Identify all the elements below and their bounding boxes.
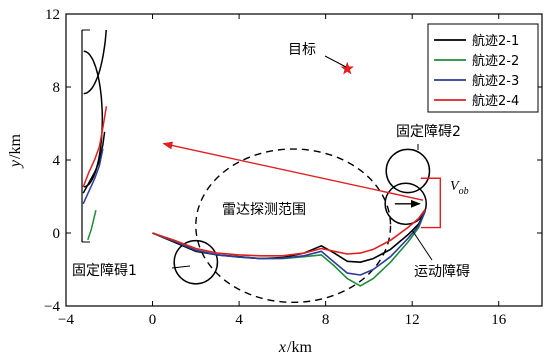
inset-arc-2 bbox=[83, 50, 104, 188]
target-label: 目标 bbox=[288, 42, 316, 58]
radar-range-ellipse bbox=[195, 148, 392, 304]
legend-entry-1: 航迹2-1 bbox=[472, 33, 519, 49]
velocity-label: Vob bbox=[450, 179, 469, 197]
radar-label: 雷达探测范围 bbox=[222, 201, 306, 218]
x-tick-label: 0 bbox=[149, 312, 157, 328]
inset-series-line-2 bbox=[82, 131, 106, 194]
inset-series-line-4 bbox=[87, 210, 97, 241]
legend-entry-3: 航迹2-3 bbox=[472, 73, 519, 89]
inset-background bbox=[82, 30, 140, 242]
moving-obstacle-label: 运动障碍 bbox=[414, 264, 470, 280]
y-axis-title-group: y /km bbox=[7, 134, 24, 170]
obstacle-circle-2 bbox=[385, 148, 431, 194]
obstacle-circle-3 bbox=[384, 182, 427, 226]
y-tick-label: 8 bbox=[53, 80, 61, 96]
x-tick-label: 16 bbox=[491, 312, 507, 328]
obstacle2-label: 固定障碍2 bbox=[396, 124, 461, 140]
obstacle1-label: 固定障碍1 bbox=[72, 263, 137, 279]
series-line-3 bbox=[152, 210, 426, 276]
inset-arc-1 bbox=[83, 30, 107, 95]
y-axis-unit: /km bbox=[7, 134, 24, 159]
red-arrow bbox=[162, 141, 424, 201]
legend-box bbox=[427, 23, 539, 113]
inset-arcs bbox=[83, 30, 107, 188]
x-axis-title: x bbox=[278, 339, 286, 356]
y-tick-label: 4 bbox=[53, 153, 61, 169]
inset bbox=[81, 29, 140, 243]
moving-leader bbox=[411, 229, 433, 261]
obstacles bbox=[173, 148, 431, 285]
target-pointer-line bbox=[324, 55, 347, 68]
legend-entry-4: 航迹2-4 bbox=[472, 93, 519, 109]
y-tick-label: 12 bbox=[45, 7, 60, 23]
y-axis-title: y bbox=[7, 159, 24, 169]
x-tick-label: 8 bbox=[322, 312, 330, 328]
legend: 航迹2-1 航迹2-2 航迹2-3 航迹2-4 bbox=[427, 23, 539, 113]
inset-series bbox=[82, 106, 108, 241]
obstacle1-leader bbox=[171, 265, 191, 269]
moving-obstacle-box bbox=[420, 177, 442, 229]
legend-entry-2: 航迹2-2 bbox=[472, 53, 519, 69]
y-tick-label: −4 bbox=[44, 299, 60, 315]
series-group bbox=[152, 208, 426, 287]
x-tick-label: 4 bbox=[235, 312, 243, 328]
axis-tick-labels: −4 0 4 8 12 16 −4 0 4 8 12 bbox=[44, 7, 507, 328]
x-tick-label: 12 bbox=[405, 312, 420, 328]
axis-ticks bbox=[65, 13, 542, 307]
x-axis-unit: /km bbox=[287, 339, 312, 356]
inset-series-line-3 bbox=[82, 148, 104, 205]
x-tick-label: −4 bbox=[58, 312, 74, 328]
target-star-icon bbox=[340, 61, 354, 75]
y-tick-label: 0 bbox=[53, 226, 61, 242]
obstacle-circle-1 bbox=[173, 239, 219, 285]
inset-series-line-1 bbox=[82, 106, 108, 188]
series-line-4 bbox=[152, 208, 426, 257]
